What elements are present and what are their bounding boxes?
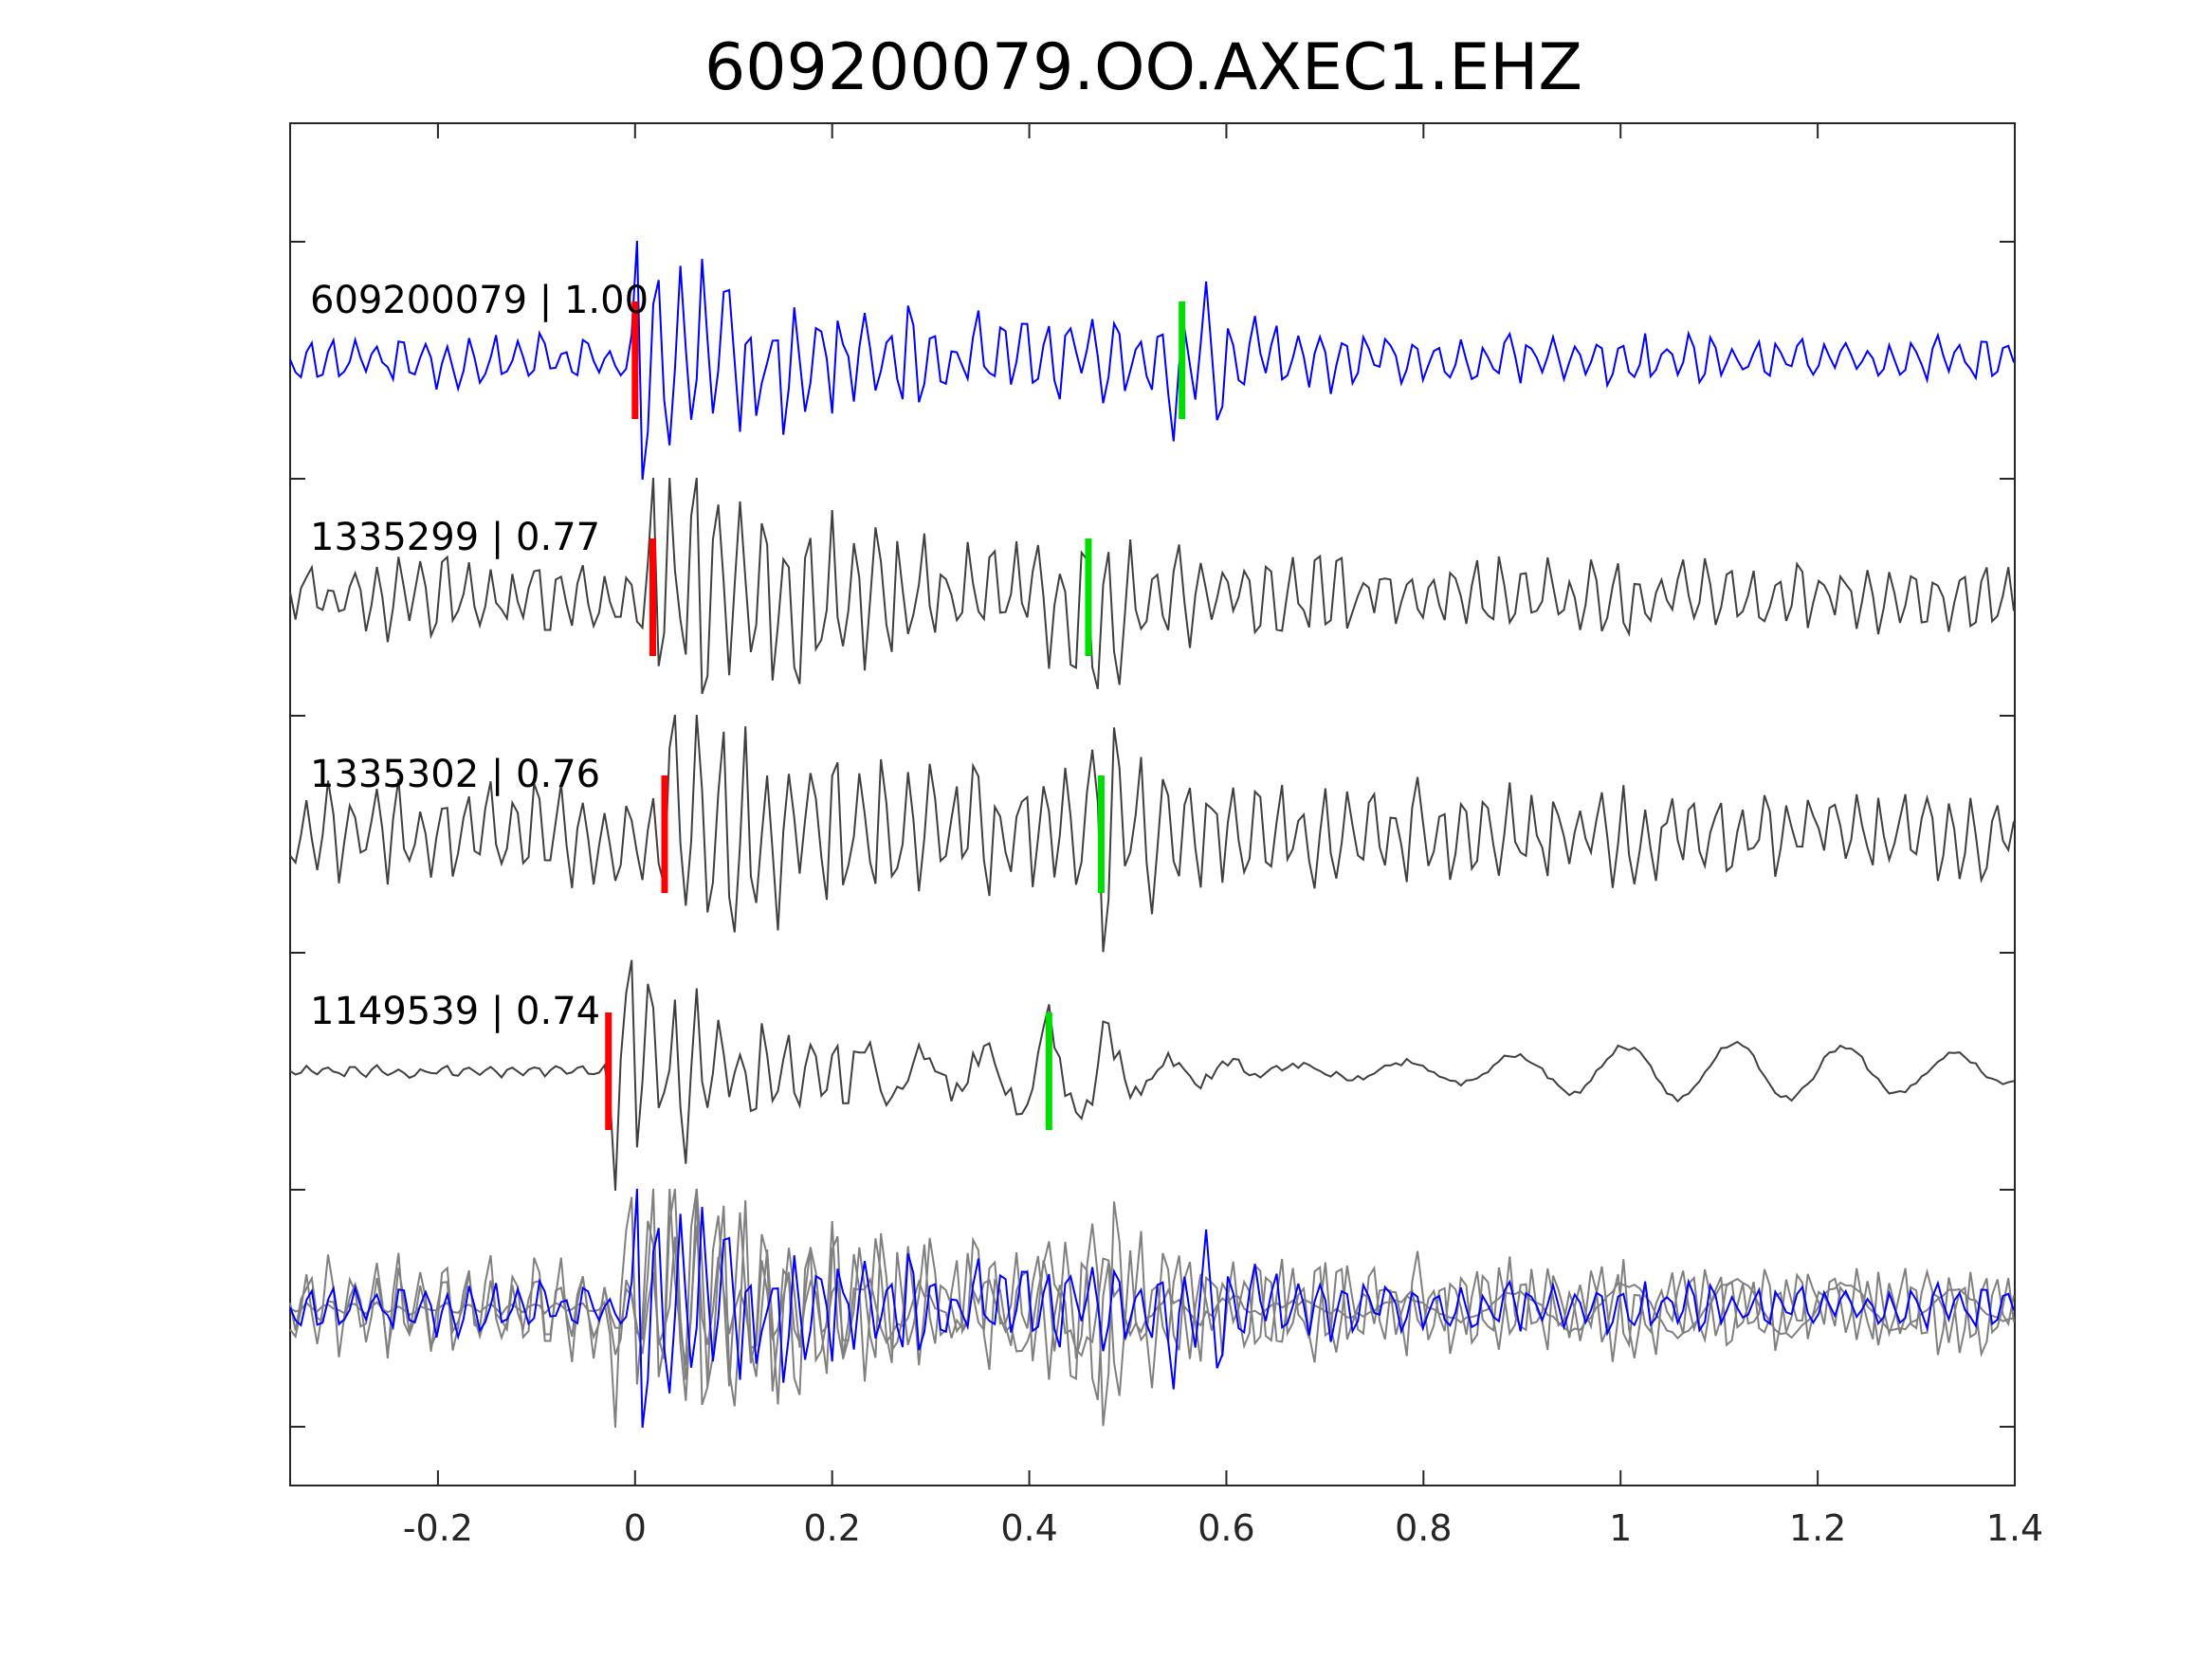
x-tick-label: 0.6	[1197, 1507, 1254, 1549]
x-tick-label: 1.4	[1986, 1507, 2043, 1549]
x-tick-label: 0	[624, 1507, 647, 1549]
x-tick-label: 0.4	[1000, 1507, 1057, 1549]
x-tick-label: 1.2	[1789, 1507, 1846, 1549]
trace-2-label: 1335299 | 0.77	[310, 516, 600, 559]
chart-title: 609200079.OO.AXEC1.EHZ	[704, 30, 1582, 105]
stack-trace-1	[289, 1188, 2015, 1429]
waveform-traces	[289, 240, 2015, 1192]
x-tick-label: 1	[1609, 1507, 1632, 1549]
y-ticks	[290, 241, 2015, 1428]
trace-1-line	[289, 240, 2015, 481]
trace-3-line	[289, 714, 2015, 953]
trace-2-line	[289, 477, 2015, 695]
phase-picks	[605, 301, 1186, 1130]
trace-labels: 609200079 | 1.00 1335299 | 0.77 1335302 | …	[310, 279, 649, 1033]
stack-trace-3	[289, 1188, 2015, 1427]
trace-3-label: 1335302 | 0.76	[310, 753, 600, 796]
trace-4-line	[289, 959, 2015, 1192]
x-ticks: -0.2 0 0.2 0.4 0.6 0.8 1 1.2 1.4	[403, 123, 2043, 1549]
x-tick-label: -0.2	[403, 1507, 473, 1549]
x-tick-label: 0.8	[1395, 1507, 1452, 1549]
stacked-overlay	[289, 1188, 2015, 1429]
trace-4-label: 1149539 | 0.74	[310, 990, 600, 1033]
plot-frame	[289, 122, 2016, 1486]
trace-1-label: 609200079 | 1.00	[310, 279, 649, 322]
x-tick-label: 0.2	[803, 1507, 860, 1549]
stack-trace-4	[289, 1196, 2015, 1429]
